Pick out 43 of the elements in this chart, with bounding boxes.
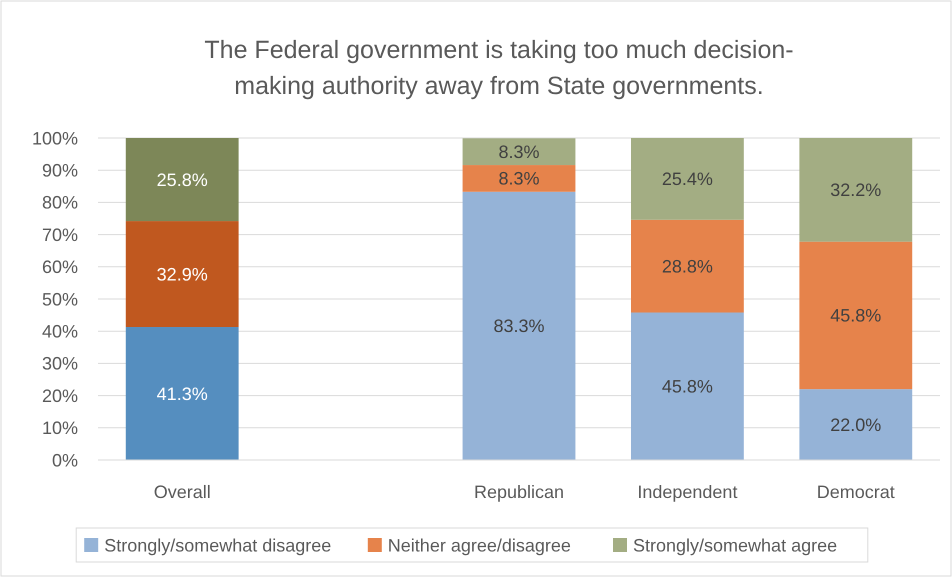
y-tick-label: 10% bbox=[42, 418, 78, 438]
bar bbox=[462, 192, 576, 460]
y-tick-label: 40% bbox=[42, 322, 78, 342]
y-tick-label: 100% bbox=[32, 128, 78, 148]
y-tick-label: 60% bbox=[42, 257, 78, 278]
y-tick-label: 50% bbox=[42, 289, 78, 310]
y-tick-label: 20% bbox=[42, 386, 78, 406]
data-label: 25.4% bbox=[662, 169, 713, 190]
data-label: 22.0% bbox=[830, 414, 882, 435]
bar bbox=[630, 138, 744, 220]
bar bbox=[462, 138, 576, 166]
bar bbox=[126, 327, 239, 460]
y-tick-label: 0% bbox=[52, 450, 78, 470]
data-label: 32.9% bbox=[156, 264, 208, 284]
bar bbox=[462, 165, 576, 192]
x-tick-label: Republican bbox=[474, 482, 564, 502]
legend-label: Strongly/somewhat agree bbox=[633, 535, 838, 556]
bar bbox=[799, 242, 912, 390]
y-tick-label: 30% bbox=[42, 354, 78, 374]
data-label: 41.3% bbox=[156, 384, 208, 404]
data-label: 25.8% bbox=[156, 170, 208, 190]
y-tick-label: 80% bbox=[42, 192, 78, 213]
data-label: 32.2% bbox=[830, 180, 882, 200]
x-tick-label: Overall bbox=[154, 482, 211, 502]
data-label: 8.3% bbox=[498, 142, 540, 162]
x-tick-label: Independent bbox=[637, 482, 738, 502]
y-tick-label: 90% bbox=[42, 160, 78, 180]
x-tick-label: Democrat bbox=[816, 482, 895, 502]
bar bbox=[630, 312, 744, 460]
bar bbox=[126, 221, 239, 328]
bar bbox=[799, 138, 912, 242]
bar bbox=[799, 389, 912, 460]
y-tick-label: 70% bbox=[42, 224, 78, 245]
data-label: 28.8% bbox=[662, 256, 713, 276]
data-label: 8.3% bbox=[498, 168, 540, 189]
legend-label: Strongly/somewhat disagree bbox=[104, 535, 332, 556]
data-label: 45.8% bbox=[830, 306, 882, 326]
bar bbox=[126, 138, 239, 222]
chart-title: The Federal government is taking too much decision-making authority away from State governments. bbox=[204, 36, 794, 100]
bar bbox=[630, 220, 744, 313]
legend-label: Neither agree/disagree bbox=[388, 535, 571, 556]
data-label: 45.8% bbox=[662, 376, 713, 397]
data-label: 83.3% bbox=[493, 316, 545, 336]
